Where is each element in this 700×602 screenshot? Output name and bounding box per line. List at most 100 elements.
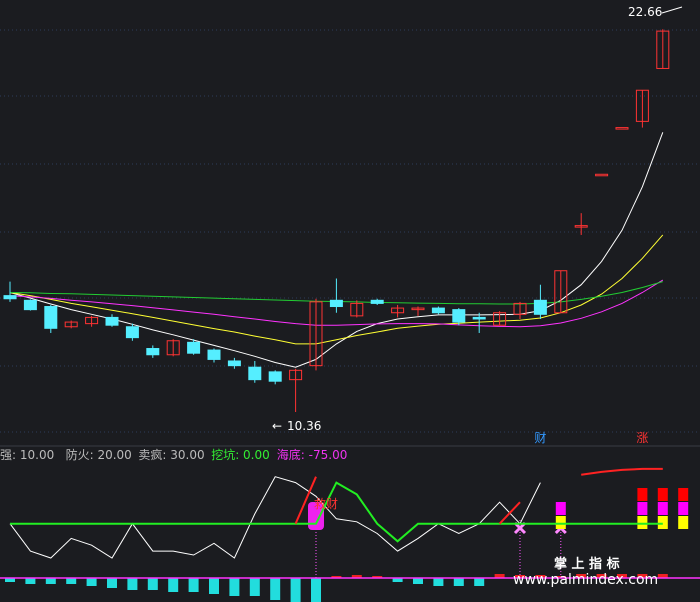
bottom-bar-15 <box>311 578 321 602</box>
candles <box>3 29 670 413</box>
stacked-bar-2-2 <box>657 488 668 501</box>
bottom-bar-1 <box>25 578 36 584</box>
watermark-title: 掌 上 指 标 <box>554 556 620 572</box>
bottom-bar-29 <box>596 574 607 578</box>
candle-body-18 <box>370 299 384 304</box>
candle-body-30 <box>615 127 629 130</box>
bottom-bar-13 <box>270 578 281 600</box>
bottom-bar-12 <box>249 578 260 596</box>
low-price-label: 10.36 <box>287 419 321 433</box>
header-item-4: 海底: -75.00 <box>277 447 348 462</box>
candle-body-21 <box>431 307 445 314</box>
stacked-bar-0-0 <box>555 516 566 529</box>
green-line <box>10 481 663 543</box>
ma-line-2 <box>9 279 664 328</box>
bottom-bar-30 <box>617 574 627 578</box>
header-item-1: 防火: 20.00 <box>66 447 132 462</box>
stacked-bar-2-1 <box>657 502 668 515</box>
candle-body-32 <box>656 30 670 69</box>
candle-body-12 <box>248 366 262 381</box>
candle-body-8 <box>166 340 180 356</box>
candle-body-9 <box>187 341 201 354</box>
stacked-bar-1-1 <box>637 502 648 515</box>
low-price-arrow: ← <box>272 419 282 433</box>
white-line <box>9 476 541 559</box>
bottom-bar-14 <box>290 578 301 602</box>
bottom-bar-5 <box>107 578 117 588</box>
ma-line-0 <box>9 132 664 368</box>
bottom-bar-10 <box>209 578 219 594</box>
indicator-panel: 救财 <box>0 467 700 602</box>
bottom-bar-25 <box>515 575 525 578</box>
stacked-bar-1-0 <box>637 516 648 529</box>
candle-body-25 <box>513 302 527 315</box>
signal-label-0: 财 <box>534 431 546 445</box>
moving-average-lines <box>9 132 664 368</box>
high-price-pointer <box>661 6 683 14</box>
stacked-bar-2-0 <box>657 516 668 529</box>
header-item-3: 挖坑: 0.00 <box>211 447 270 462</box>
candle-body-1 <box>23 299 37 311</box>
bottom-bar-0 <box>5 578 15 582</box>
bottom-bar-3 <box>66 578 77 584</box>
watermark-url: www.palmindex.com <box>513 572 658 588</box>
bottom-bar-22 <box>453 578 464 586</box>
candle-body-4 <box>85 316 99 325</box>
candle-body-16 <box>329 299 343 308</box>
stacked-bar-3-0 <box>678 516 689 529</box>
stacked-bar-3-2 <box>678 488 689 501</box>
candle-body-11 <box>227 360 241 367</box>
bottom-bar-7 <box>147 578 158 590</box>
bottom-bar-20 <box>413 578 423 584</box>
candle-body-14 <box>289 369 303 381</box>
signal-labels: 财涨 <box>534 430 648 445</box>
bottom-bar-11 <box>229 578 240 596</box>
bottom-bar-31 <box>637 574 648 578</box>
ma-line-1 <box>9 234 664 345</box>
annotation-label: 救财 <box>314 496 338 511</box>
bottom-bar-9 <box>188 578 199 592</box>
main-grid <box>0 29 700 433</box>
candle-body-27 <box>554 270 568 314</box>
bottom-bar-23 <box>474 578 485 586</box>
stacked-bar-1-2 <box>637 488 648 501</box>
candle-body-7 <box>146 348 160 356</box>
candle-body-31 <box>635 89 649 122</box>
candle-body-24 <box>493 312 507 326</box>
candle-body-19 <box>391 307 405 314</box>
candle-body-22 <box>452 309 466 323</box>
red-line <box>294 467 663 525</box>
candle-body-29 <box>595 173 609 177</box>
candle-body-2 <box>44 306 58 329</box>
bottom-bar-19 <box>392 578 403 582</box>
high-price-label: 22.66 <box>628 5 662 19</box>
candle-body-15 <box>309 301 323 367</box>
bottom-bar-18 <box>372 576 383 578</box>
indicator-header: 强: 10.00 防火: 20.00 卖疯: 30.00 挖坑: 0.00 海底: -7… <box>0 447 347 462</box>
stacked-bar-0-1 <box>555 502 566 515</box>
candle-body-28 <box>574 225 588 228</box>
bottom-bar-17 <box>351 575 362 578</box>
candle-body-20 <box>411 307 425 311</box>
candle-body-5 <box>105 316 119 326</box>
bottom-bar-6 <box>127 578 138 590</box>
bottom-bar-4 <box>86 578 97 586</box>
candle-body-6 <box>125 326 139 339</box>
signal-label-1: 涨 <box>636 430 648 445</box>
bottom-bar-32 <box>657 574 668 578</box>
stacked-bar-3-1 <box>678 502 689 515</box>
candle-body-26 <box>533 299 547 315</box>
bottom-bar-24 <box>494 574 505 578</box>
bottom-bar-2 <box>45 578 56 584</box>
bottom-bar-21 <box>433 578 444 586</box>
candle-body-0 <box>3 295 17 300</box>
bottom-bar-26 <box>535 575 546 578</box>
candle-body-17 <box>350 302 364 317</box>
candle-body-23 <box>472 316 486 320</box>
header-item-0: 强: 10.00 <box>0 448 54 462</box>
candle-body-3 <box>64 321 78 328</box>
bottom-bar-16 <box>331 576 342 578</box>
candle-body-10 <box>207 349 221 360</box>
bottom-bar-8 <box>168 578 179 592</box>
